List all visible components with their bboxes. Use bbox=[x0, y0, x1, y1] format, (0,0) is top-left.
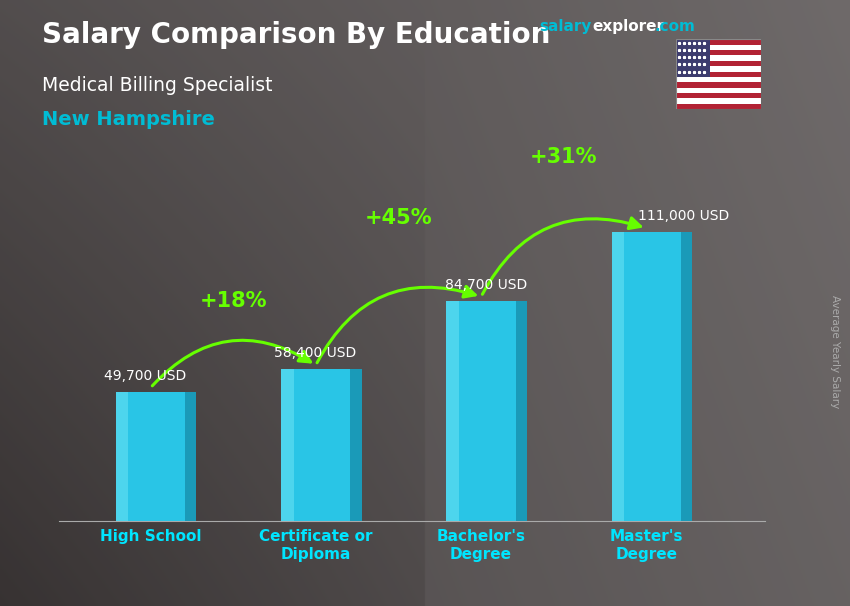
Text: Average Yearly Salary: Average Yearly Salary bbox=[830, 295, 840, 408]
Bar bbox=[446, 301, 459, 521]
Bar bbox=[676, 104, 761, 109]
Text: Medical Billing Specialist: Medical Billing Specialist bbox=[42, 76, 273, 95]
Bar bbox=[676, 61, 761, 66]
Text: +45%: +45% bbox=[365, 208, 433, 228]
Text: Salary Comparison By Education: Salary Comparison By Education bbox=[42, 21, 551, 49]
Bar bbox=[281, 369, 293, 521]
Bar bbox=[676, 39, 761, 45]
Bar bbox=[676, 98, 761, 104]
Bar bbox=[516, 301, 527, 521]
Bar bbox=[676, 39, 710, 77]
Bar bbox=[281, 369, 350, 521]
Text: salary: salary bbox=[540, 19, 592, 35]
Bar bbox=[676, 45, 761, 50]
Bar bbox=[676, 88, 761, 93]
Bar bbox=[185, 391, 196, 521]
Bar bbox=[676, 93, 761, 98]
Bar bbox=[676, 50, 761, 56]
Bar bbox=[612, 232, 681, 521]
Text: 84,700 USD: 84,700 USD bbox=[445, 278, 527, 291]
Bar bbox=[116, 391, 185, 521]
Text: 58,400 USD: 58,400 USD bbox=[275, 346, 357, 360]
Text: explorer: explorer bbox=[592, 19, 665, 35]
Text: New Hampshire: New Hampshire bbox=[42, 110, 215, 129]
Bar bbox=[676, 77, 761, 82]
Text: +31%: +31% bbox=[530, 147, 598, 167]
Text: +18%: +18% bbox=[200, 291, 267, 311]
Text: 49,700 USD: 49,700 USD bbox=[105, 368, 186, 382]
Bar bbox=[681, 232, 692, 521]
Bar bbox=[676, 56, 761, 61]
Bar bbox=[612, 232, 624, 521]
Bar bbox=[350, 369, 361, 521]
Bar bbox=[116, 391, 128, 521]
Bar bbox=[676, 72, 761, 77]
Bar bbox=[676, 82, 761, 88]
Text: 111,000 USD: 111,000 USD bbox=[638, 209, 729, 223]
Text: .com: .com bbox=[654, 19, 695, 35]
Bar bbox=[446, 301, 516, 521]
Bar bbox=[676, 66, 761, 72]
